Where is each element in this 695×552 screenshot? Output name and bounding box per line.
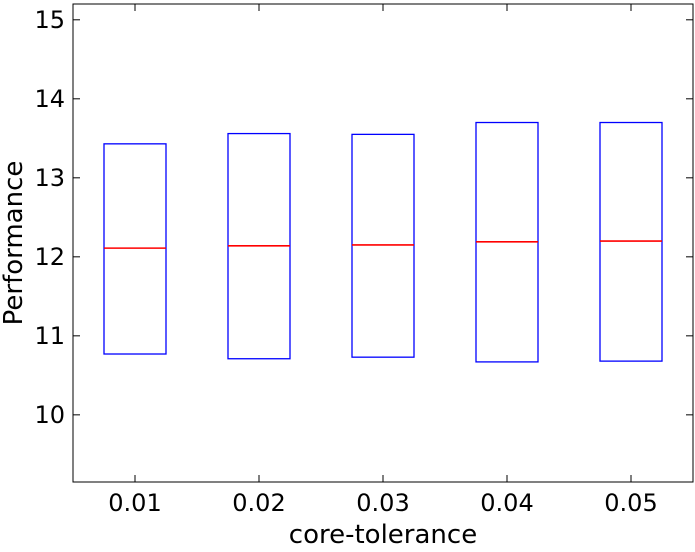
x-axis-label: core-tolerance <box>289 520 477 550</box>
x-tick-label: 0.05 <box>604 489 657 517</box>
x-tick-label: 0.03 <box>356 489 409 517</box>
y-tick-label: 14 <box>34 85 65 113</box>
box-0.01 <box>103 143 167 355</box>
box-0.04 <box>475 121 539 363</box>
plot-frame <box>72 3 694 483</box>
box-0.02 <box>227 132 291 360</box>
x-tick-label: 0.01 <box>108 489 161 517</box>
y-tick-label: 11 <box>34 322 65 350</box>
ticks-layer: 0.01 0.02 0.03 0.04 0.05 10 11 12 13 14 15 <box>34 4 693 517</box>
x-tick-label: 0.02 <box>232 489 285 517</box>
y-axis-label: Performance <box>0 161 29 326</box>
boxes-layer <box>103 121 663 363</box>
x-tick-label: 0.04 <box>480 489 533 517</box>
y-tick-label: 13 <box>34 164 65 192</box>
y-tick-label: 12 <box>34 243 65 271</box>
box-0.05 <box>599 121 663 362</box>
y-tick-label: 10 <box>34 401 65 429</box>
box-0.03 <box>351 133 415 358</box>
y-tick-label: 15 <box>34 6 65 34</box>
